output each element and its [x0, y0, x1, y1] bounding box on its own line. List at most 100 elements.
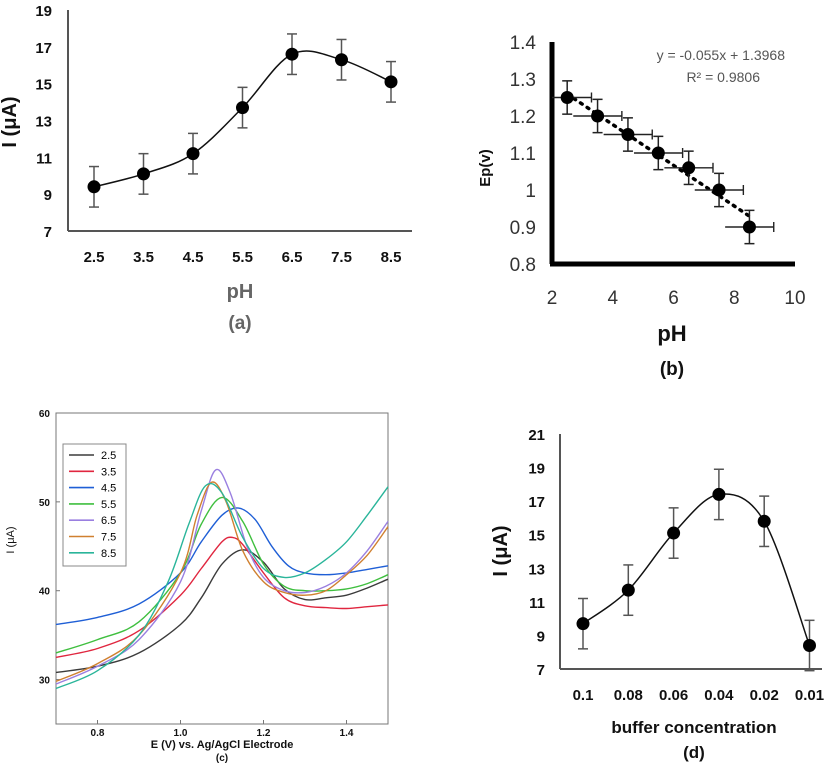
chart-d-y-tick: 19 [528, 461, 545, 478]
chart-c: 30 40 50 60 0.8 1.0 1.2 1.4 2.5 3.5 4.5 5.5 6.5 7.5… [5, 409, 389, 764]
chart-a-y-tick: 7 [44, 224, 52, 241]
chart-c-y-tick: 60 [39, 409, 51, 420]
chart-a-y-tick: 9 [44, 187, 52, 204]
chart-c-frame [55, 412, 389, 725]
chart-d-y-tick: 13 [528, 561, 545, 578]
chart-c-caption: (c) [216, 753, 228, 764]
chart-b-caption: (b) [660, 359, 684, 380]
chart-b-x-tick: 2 [547, 288, 558, 309]
chart-a-y-tick: 19 [35, 3, 52, 20]
chart-d-point [576, 617, 590, 631]
chart-b-x-tick: 6 [668, 288, 679, 309]
chart-d-y-tick: 17 [528, 494, 545, 511]
chart-d-x-tick: 0.06 [659, 687, 688, 704]
chart-c-legend-label: 6.5 [101, 515, 116, 527]
chart-b-x-label: pH [657, 321, 686, 346]
chart-d-y-tick: 21 [528, 427, 545, 444]
chart-c-series-line [55, 507, 389, 626]
chart-c-y-tick: 50 [39, 498, 51, 509]
chart-d-x-tick: 0.08 [614, 687, 643, 704]
chart-b-point [712, 183, 726, 197]
chart-c-series-line [55, 496, 389, 654]
chart-c-legend-label: 2.5 [101, 450, 116, 462]
chart-a-point [186, 147, 200, 161]
chart-a-x-tick: 7.5 [331, 249, 352, 266]
chart-d-point [712, 487, 726, 501]
chart-b-equation: y = -0.055x + 1.3968 [657, 47, 786, 63]
chart-b-y-tick: 0.9 [510, 218, 536, 239]
chart-d-y-label: I (μA) [490, 525, 512, 576]
chart-c-legend-label: 7.5 [101, 532, 116, 544]
chart-c-legend: 2.5 3.5 4.5 5.5 6.5 7.5 8.5 [62, 443, 127, 567]
chart-c-y-tick: 30 [39, 676, 51, 687]
chart-c-series-line [55, 481, 389, 682]
chart-b-x-tick: 4 [607, 288, 618, 309]
chart-a-y-label: I (μA) [0, 96, 21, 147]
chart-a-x-tick: 5.5 [232, 249, 253, 266]
chart-d-x-tick: 0.04 [704, 687, 734, 704]
chart-a-point [335, 53, 348, 67]
chart-a-point [285, 47, 299, 61]
chart-c-legend-label: 4.5 [101, 483, 116, 495]
chart-d-point [803, 639, 816, 652]
chart-a-y-tick: 15 [35, 77, 52, 94]
chart-b-y-tick: 1.3 [510, 70, 536, 91]
chart-d-y-tick: 11 [529, 595, 545, 612]
chart-c-legend-box [62, 443, 127, 567]
chart-d-x-tick: 0.01 [795, 687, 824, 704]
chart-c-x-tick: 0.8 [91, 728, 105, 739]
chart-b: 0.8 0.9 1 1.1 1.2 1.3 1.4 2 4 6 8 10 y = -0.055x +… [477, 33, 806, 380]
chart-c-y-label: I (μA) [5, 526, 17, 553]
chart-d-x-label: buffer concentration [611, 718, 776, 737]
chart-a-point [87, 180, 101, 194]
chart-a: 7 9 11 13 15 17 19 2.5 3.5 4.5 5.5 6.5 7.5 8.5 I (μA… [0, 3, 412, 334]
chart-a-x-tick: 6.5 [282, 249, 303, 266]
chart-d-x-tick: 0.02 [750, 687, 779, 704]
chart-a-y-tick: 13 [35, 114, 52, 131]
chart-b-x-tick: 8 [729, 288, 740, 309]
chart-d-x-tick: 0.1 [573, 687, 594, 704]
chart-a-x-tick: 3.5 [133, 249, 154, 266]
chart-c-legend-label: 5.5 [101, 499, 116, 511]
chart-c-series-line [55, 536, 389, 659]
chart-c-y-tick: 40 [39, 587, 51, 598]
chart-c-legend-label: 8.5 [101, 548, 116, 560]
chart-d-y-tick: 9 [537, 628, 545, 645]
chart-b-y-tick: 0.8 [510, 255, 536, 276]
chart-a-point [137, 167, 150, 181]
chart-a-y-tick: 11 [36, 150, 52, 167]
chart-d-point [757, 514, 771, 528]
chart-b-point [591, 109, 605, 123]
chart-a-x-tick: 8.5 [381, 249, 402, 266]
chart-c-series-line [55, 482, 389, 690]
chart-c-x-tick: 1.0 [174, 728, 188, 739]
chart-b-y-tick: 1.2 [510, 107, 536, 128]
chart-a-point [384, 75, 398, 89]
chart-c-x-label: E (V) vs. Ag/AgCl Electrode [151, 739, 294, 751]
chart-d-y-tick: 7 [537, 662, 545, 679]
chart-d-y-tick: 15 [528, 528, 545, 545]
chart-b-point [621, 128, 635, 141]
chart-c-x-tick: 1.2 [257, 728, 271, 739]
chart-a-x-tick: 4.5 [183, 249, 204, 266]
chart-a-y-tick: 17 [35, 40, 52, 57]
chart-b-y-label: Ep(v) [477, 149, 494, 187]
chart-b-y-tick: 1.1 [510, 144, 536, 165]
chart-a-x-label: pH [227, 281, 254, 303]
chart-a-x-tick: 2.5 [84, 249, 105, 266]
chart-a-point [236, 101, 249, 115]
chart-d-caption: (d) [683, 743, 705, 762]
chart-b-y-tick: 1 [525, 181, 536, 202]
chart-b-point [742, 220, 756, 234]
chart-b-x-tick: 10 [784, 288, 805, 309]
chart-b-point [651, 146, 665, 160]
chart-b-point [560, 91, 574, 104]
chart-c-series-line [55, 468, 389, 685]
chart-b-r-squared: R² = 0.9806 [686, 69, 760, 85]
chart-c-series-line [55, 549, 389, 674]
chart-a-caption: (a) [228, 313, 251, 334]
chart-c-x-tick: 1.4 [340, 728, 354, 739]
chart-b-point [682, 161, 696, 175]
chart-d-fit-curve [582, 493, 811, 646]
